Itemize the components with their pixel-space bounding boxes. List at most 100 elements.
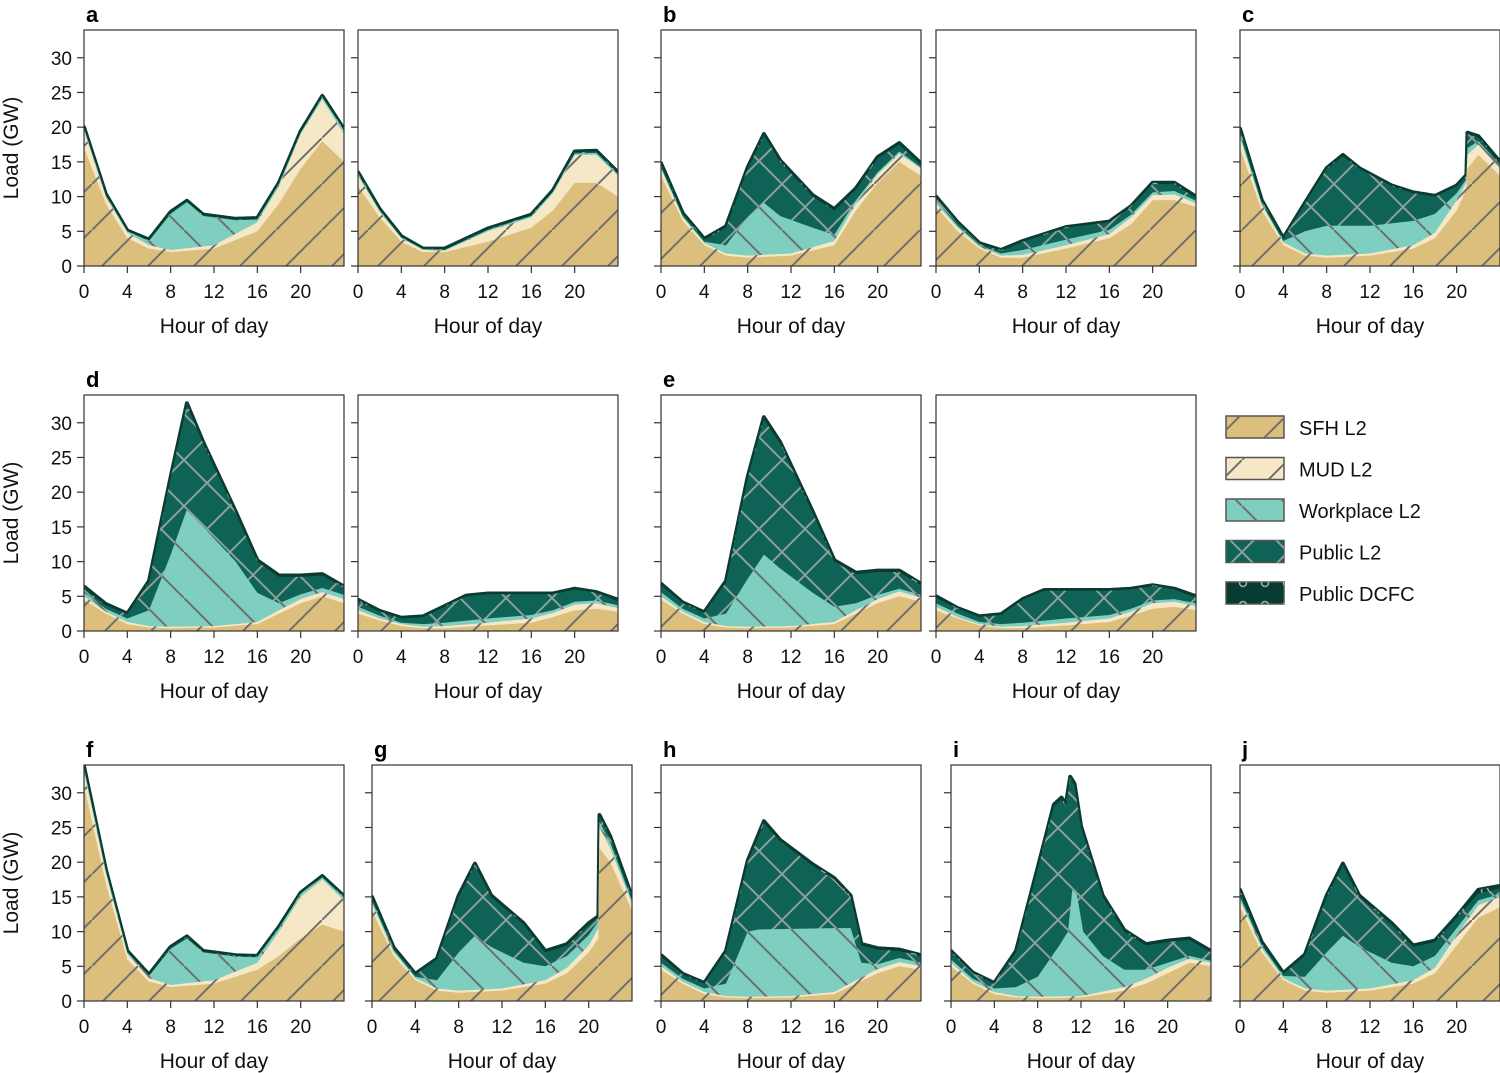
legend-item-work: Workplace L2 <box>1225 498 1421 523</box>
x-tick-label: 20 <box>867 647 888 668</box>
x-tick-label: 0 <box>367 1017 378 1038</box>
x-tick-label: 4 <box>699 647 710 668</box>
x-axis-label: Hour of day <box>1027 1050 1136 1073</box>
hatch-work <box>84 509 344 631</box>
legend-label: Workplace L2 <box>1299 501 1421 523</box>
panel-g: 0 4 8 12 16 20 Hour of day g <box>365 737 633 1073</box>
x-tick-label: 20 <box>290 282 311 303</box>
y-tick-label: 20 <box>51 118 72 139</box>
x-tick-label: 20 <box>564 282 585 303</box>
x-tick-label: 0 <box>931 647 942 668</box>
hatch-sfh <box>661 966 921 1001</box>
panel-e-right: 0 4 8 12 16 20 Hour of day <box>929 394 1197 703</box>
x-tick-label: 8 <box>1321 282 1332 303</box>
hatch-sfh <box>358 608 618 631</box>
x-tick-label: 0 <box>353 647 364 668</box>
panel-areas <box>84 401 344 631</box>
x-tick-label: 20 <box>1446 282 1467 303</box>
x-tick-label: 8 <box>1032 1017 1043 1038</box>
x-tick-label: 4 <box>122 647 133 668</box>
x-tick-label: 16 <box>247 647 268 668</box>
x-tick-label: 16 <box>824 282 845 303</box>
x-tick-label: 4 <box>396 647 407 668</box>
y-tick-label: 20 <box>51 483 72 504</box>
x-tick-label: 4 <box>410 1017 421 1038</box>
x-tick-label: 0 <box>1235 1017 1246 1038</box>
x-axis-label: Hour of day <box>1316 1050 1425 1073</box>
legend: SFH L2 MUD L2 Workplace L2 Public L2 Public … <box>1225 415 1421 606</box>
panel-areas <box>372 813 632 1001</box>
y-tick-label: 30 <box>51 784 72 805</box>
legend-label: SFH L2 <box>1299 418 1367 440</box>
y-tick-label: 20 <box>51 853 72 874</box>
panel-letter: b <box>663 2 676 27</box>
x-axis-label: Hour of day <box>160 1050 269 1073</box>
legend-item-publ2: Public L2 <box>1225 539 1381 565</box>
panel-letter: g <box>374 737 387 762</box>
hatch-sfh <box>358 182 618 266</box>
y-tick-label: 15 <box>51 518 72 539</box>
y-tick-label: 15 <box>51 888 72 909</box>
x-tick-label: 12 <box>203 1017 224 1038</box>
panel-f: 0 5 10 15 20 25 30 0 4 8 12 16 20 Hour of day Load (GW… <box>0 737 345 1073</box>
x-tick-label: 20 <box>290 1017 311 1038</box>
x-tick-label: 16 <box>521 282 542 303</box>
x-tick-label: 4 <box>699 282 710 303</box>
panel-letter: d <box>86 367 99 392</box>
panel-areas <box>358 148 618 266</box>
x-tick-label: 12 <box>1359 282 1380 303</box>
y-tick-label: 0 <box>61 992 72 1013</box>
x-tick-label: 16 <box>1099 647 1120 668</box>
panel-letter: c <box>1242 2 1254 27</box>
hatch-publ2 <box>372 816 632 1001</box>
y-tick-label: 10 <box>51 553 72 574</box>
x-axis-label: Hour of day <box>160 680 269 703</box>
x-tick-label: 0 <box>79 647 90 668</box>
x-axis-label: Hour of day <box>1316 315 1425 338</box>
x-tick-label: 16 <box>1114 1017 1135 1038</box>
x-tick-label: 16 <box>1099 282 1120 303</box>
x-tick-label: 20 <box>867 1017 888 1038</box>
y-axis-label: Load (GW) <box>0 97 23 200</box>
y-tick-label: 0 <box>61 622 72 643</box>
x-axis-label: Hour of day <box>448 1050 557 1073</box>
x-tick-label: 4 <box>122 282 133 303</box>
hatch-publ2 <box>84 405 344 631</box>
y-tick-label: 25 <box>51 83 72 104</box>
panel-areas <box>661 132 921 266</box>
x-tick-label: 4 <box>974 647 985 668</box>
panel-areas <box>1240 126 1500 266</box>
x-tick-label: 4 <box>1278 282 1289 303</box>
legend-swatch-hatch <box>1226 457 1284 480</box>
x-tick-label: 20 <box>564 647 585 668</box>
x-tick-label: 16 <box>247 1017 268 1038</box>
x-tick-label: 12 <box>780 282 801 303</box>
x-axis-label: Hour of day <box>1012 680 1121 703</box>
x-tick-label: 12 <box>1359 1017 1380 1038</box>
x-tick-label: 4 <box>122 1017 133 1038</box>
y-tick-label: 5 <box>61 957 72 978</box>
panel-d-right: 0 4 8 12 16 20 Hour of day <box>351 394 619 703</box>
x-tick-label: 0 <box>656 282 667 303</box>
panel-e-left: 0 4 8 12 16 20 Hour of day e <box>654 367 922 703</box>
panel-h: 0 4 8 12 16 20 Hour of day h <box>654 737 922 1073</box>
hatch-work <box>372 821 632 1001</box>
x-tick-label: 12 <box>203 282 224 303</box>
x-tick-label: 12 <box>477 647 498 668</box>
x-tick-label: 4 <box>974 282 985 303</box>
panel-b-right: 0 4 8 12 16 20 Hour of day <box>929 29 1197 338</box>
x-tick-label: 12 <box>1055 282 1076 303</box>
hatch-sfh <box>951 962 1211 1001</box>
x-tick-label: 16 <box>521 647 542 668</box>
x-tick-label: 8 <box>1017 282 1028 303</box>
legend-item-dcfc: Public DCFC <box>1225 581 1415 606</box>
hatch-sfh <box>372 848 632 1001</box>
x-tick-label: 8 <box>742 1017 753 1038</box>
panel-a-right: 0 4 8 12 16 20 Hour of day <box>351 29 619 338</box>
x-tick-label: 20 <box>1142 647 1163 668</box>
x-tick-label: 0 <box>656 1017 667 1038</box>
panel-areas <box>951 774 1211 1001</box>
x-tick-label: 4 <box>396 282 407 303</box>
panel-letter: h <box>663 737 676 762</box>
